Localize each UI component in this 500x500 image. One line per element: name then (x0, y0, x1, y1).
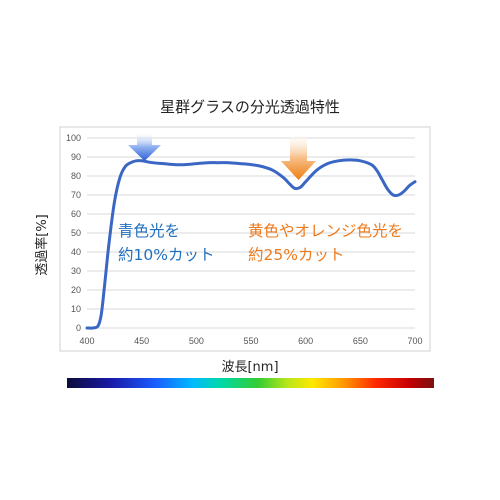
blue-down-arrow (128, 133, 161, 161)
annotation-orange-line2: 約25%カット (248, 246, 344, 264)
series-line (85, 158, 417, 330)
y-tick-label: 0 (76, 323, 81, 333)
y-tick-labels: 0 10 20 30 40 50 60 70 80 90 100 (66, 133, 81, 333)
x-tick-label: 450 (134, 336, 149, 346)
x-tick-label: 400 (79, 336, 94, 346)
annotation-blue-line1: 青色光を (118, 222, 180, 240)
y-axis-label: 透過率[%] (34, 214, 50, 276)
y-tick-label: 10 (71, 304, 81, 314)
y-tick-label: 90 (71, 152, 81, 162)
annotation-orange-line1: 黄色やオレンジ色光を (248, 222, 403, 240)
y-tick-label: 100 (66, 133, 81, 143)
y-tick-label: 40 (71, 247, 81, 257)
x-tick-labels: 400 450 500 550 600 650 700 (79, 336, 422, 346)
chart-title: 星群グラスの分光透過特性 (160, 98, 340, 116)
gridlines (87, 137, 415, 329)
x-tick-label: 650 (353, 336, 368, 346)
x-tick-label: 700 (407, 336, 422, 346)
y-tick-label: 30 (71, 266, 81, 276)
y-tick-label: 50 (71, 228, 81, 238)
y-tick-label: 60 (71, 209, 81, 219)
x-tick-label: 500 (189, 336, 204, 346)
orange-down-arrow (281, 135, 316, 180)
x-axis-label: 波長[nm] (221, 360, 279, 375)
y-tick-label: 70 (71, 190, 81, 200)
y-tick-label: 20 (71, 285, 81, 295)
chart-plot: 0 10 20 30 40 50 60 70 80 90 100 400 450 500 550 600 65… (34, 126, 431, 352)
x-tick-label: 550 (243, 336, 258, 346)
annotation-blue-line2: 約10%カット (118, 246, 214, 264)
y-tick-label: 80 (71, 171, 81, 181)
x-tick-label: 600 (298, 336, 313, 346)
visible-spectrum-bar (67, 378, 434, 388)
